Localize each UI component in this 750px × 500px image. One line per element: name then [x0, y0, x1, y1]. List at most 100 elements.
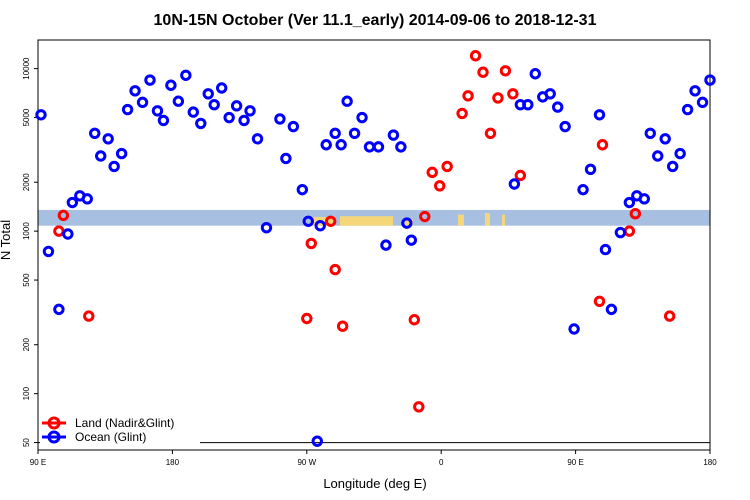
- data-point: [593, 295, 606, 308]
- ocean-series: [35, 68, 716, 447]
- data-point: [462, 90, 474, 102]
- x-axis: 90 E 180 90 W 0 90 E 180: [30, 450, 717, 467]
- data-point: [223, 111, 235, 124]
- data-point: [568, 323, 580, 335]
- data-point: [551, 101, 564, 113]
- data-point: [666, 160, 679, 173]
- y-tick-label: 2000: [22, 173, 31, 191]
- y-axis-label: N Total: [0, 220, 13, 260]
- data-point: [335, 139, 347, 151]
- data-point: [372, 141, 385, 153]
- data-point: [314, 219, 326, 232]
- data-point: [341, 95, 353, 107]
- data-point: [674, 147, 686, 160]
- data-point: [596, 139, 609, 151]
- data-point: [559, 120, 571, 133]
- y-tick-label: 100: [22, 386, 31, 400]
- legend-land-marker: [47, 416, 61, 430]
- data-point: [593, 109, 606, 121]
- data-point: [663, 310, 676, 322]
- data-point: [623, 196, 636, 209]
- data-point: [329, 263, 341, 276]
- data-point: [419, 210, 431, 223]
- data-point: [522, 98, 534, 111]
- y-tick-label: 500: [22, 273, 31, 287]
- data-point: [605, 303, 618, 316]
- data-point: [57, 209, 70, 222]
- data-point: [689, 85, 701, 97]
- y-tick-label: 10000: [22, 57, 31, 80]
- data-point: [165, 79, 177, 91]
- data-point: [81, 193, 93, 205]
- data-point: [434, 180, 446, 192]
- data-point: [129, 85, 141, 97]
- data-point: [115, 147, 128, 160]
- x-tick-label: 90 W: [297, 458, 316, 467]
- data-point: [215, 82, 228, 94]
- data-point: [238, 114, 250, 127]
- data-point: [469, 50, 482, 62]
- data-point: [508, 178, 521, 190]
- plot-background: [38, 40, 710, 450]
- data-point: [230, 100, 243, 112]
- data-point: [62, 228, 74, 240]
- data-point: [644, 127, 656, 139]
- data-point: [157, 114, 170, 127]
- band-land-segment: [458, 214, 464, 226]
- data-point: [544, 88, 556, 100]
- y-tick-label: 1000: [22, 222, 31, 240]
- data-point: [202, 88, 214, 100]
- data-point: [356, 111, 368, 124]
- data-point: [329, 127, 341, 139]
- data-point: [187, 106, 200, 118]
- data-point: [395, 141, 407, 153]
- legend-ocean-marker: [47, 430, 61, 444]
- data-point: [287, 120, 300, 133]
- data-point: [441, 160, 453, 173]
- data-point: [260, 221, 273, 234]
- data-point: [251, 133, 264, 145]
- legend-ocean-label: Ocean (Glint): [75, 430, 146, 444]
- data-point: [296, 183, 309, 196]
- data-point: [35, 109, 47, 121]
- plot-area: [37, 39, 711, 451]
- x-axis-label: Longitude (deg E): [323, 476, 426, 491]
- y-tick-label: 5000: [22, 108, 31, 126]
- data-point: [66, 196, 79, 209]
- data-point: [53, 303, 65, 316]
- legend-land-label: Land (Nadir&Glint): [75, 416, 174, 430]
- data-point: [151, 105, 164, 117]
- data-point: [336, 320, 349, 332]
- data-point: [529, 68, 541, 80]
- data-point: [42, 245, 55, 258]
- data-point: [280, 152, 292, 165]
- data-point: [499, 65, 512, 77]
- data-point: [507, 88, 519, 100]
- y-tick-label: 200: [22, 338, 31, 352]
- y-tick-label: 50: [22, 438, 31, 447]
- data-point: [514, 169, 527, 182]
- data-point: [584, 163, 597, 176]
- data-point: [305, 237, 317, 250]
- data-point: [681, 103, 694, 116]
- x-tick-label: 90 E: [567, 458, 583, 467]
- data-point: [180, 69, 192, 81]
- data-point: [108, 160, 120, 173]
- data-points: [35, 50, 716, 447]
- data-point: [405, 234, 418, 246]
- data-point: [144, 74, 156, 86]
- y-axis: 50 100 200 500 1000 2000 5000 10000: [22, 57, 38, 447]
- band-land-segment: [340, 216, 393, 226]
- band-land-segment: [485, 213, 490, 226]
- data-point: [629, 208, 642, 220]
- data-point: [456, 107, 468, 120]
- data-point: [659, 133, 671, 145]
- chart-title: 10N-15N October (Ver 11.1_early) 2014-09…: [154, 12, 597, 29]
- data-point: [408, 314, 421, 326]
- x-tick-label: 180: [166, 458, 180, 467]
- data-point: [387, 129, 400, 141]
- data-point: [244, 105, 256, 117]
- data-point: [320, 139, 332, 151]
- data-point: [413, 401, 425, 413]
